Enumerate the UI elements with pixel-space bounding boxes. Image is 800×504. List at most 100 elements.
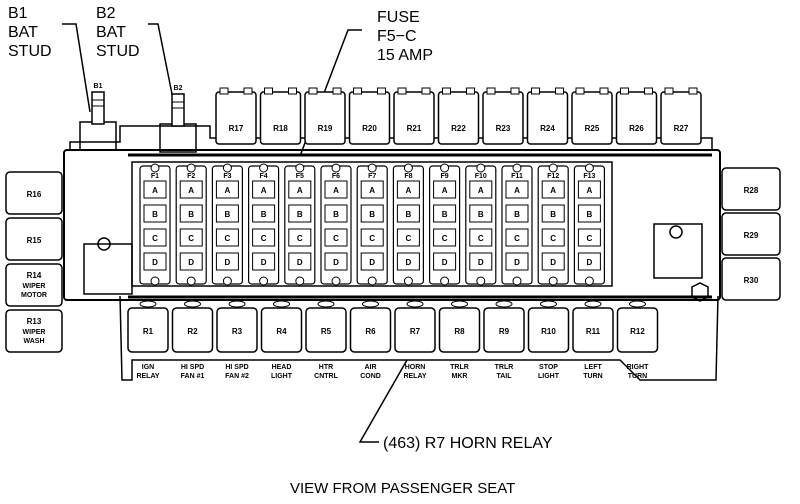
relay-body bbox=[616, 307, 659, 353]
relay-description: HORN bbox=[405, 364, 426, 371]
bottom-relay: R8 TRLR MKR bbox=[438, 300, 481, 380]
fuse-bottom-terminal bbox=[440, 276, 450, 286]
b1-callout-line: STUD bbox=[8, 43, 52, 60]
relay-description: TURN bbox=[583, 373, 602, 380]
b2-stud-callout: B2 BAT STUD bbox=[96, 4, 140, 61]
fuse-slot-label: D bbox=[514, 258, 520, 267]
fuse-top-terminal bbox=[222, 163, 232, 173]
relay-label: R25 bbox=[585, 124, 600, 133]
relay-label: R29 bbox=[744, 231, 759, 240]
relay-description: TRLR bbox=[450, 364, 469, 371]
fuse-slot-label: C bbox=[261, 234, 267, 243]
fuse-slot bbox=[396, 228, 420, 247]
fuse-label: F10 bbox=[475, 173, 487, 180]
fuse-slot bbox=[396, 252, 420, 271]
fuse-slot bbox=[324, 204, 348, 223]
fuse-top-terminal bbox=[548, 163, 558, 173]
relay-label: R3 bbox=[232, 327, 243, 336]
fuse-slot-label: B bbox=[442, 210, 448, 219]
relay-tab bbox=[377, 87, 386, 95]
b1-leader-line bbox=[62, 23, 91, 113]
relay-label: R2 bbox=[187, 327, 198, 336]
relay-body bbox=[526, 91, 569, 145]
fuse-slot-label: A bbox=[188, 186, 194, 195]
bottom-relay: R10 STOP LIGHT bbox=[527, 300, 570, 380]
relay-tab bbox=[308, 87, 318, 95]
fuse-slot bbox=[215, 204, 239, 223]
fuse-slot-label: D bbox=[261, 258, 267, 267]
fuse-slot bbox=[360, 228, 384, 247]
top-relay: R23 bbox=[482, 87, 524, 145]
relay-tab bbox=[599, 87, 609, 95]
bottom-relay: R7 HORN RELAY bbox=[394, 300, 436, 380]
fuse-callout-line: F5−C bbox=[377, 28, 417, 45]
b2-stud-base bbox=[159, 123, 197, 153]
fuse-slot bbox=[179, 228, 203, 247]
fuse-slot bbox=[541, 204, 565, 223]
fuse-slot bbox=[360, 204, 384, 223]
fuse-slot-label: C bbox=[297, 234, 303, 243]
fuse-slot-label: B bbox=[261, 210, 267, 219]
relay-tab bbox=[397, 87, 407, 95]
fuse-slot-label: B bbox=[297, 210, 303, 219]
fuse-slot-label: B bbox=[152, 210, 158, 219]
fuse-slot-label: D bbox=[587, 258, 593, 267]
view-caption: VIEW FROM PASSENGER SEAT bbox=[290, 480, 516, 497]
fuse-slot-label: A bbox=[225, 186, 231, 195]
relay-body bbox=[215, 91, 257, 145]
relay-tab bbox=[288, 87, 297, 95]
relay-body bbox=[348, 91, 391, 145]
fuse-column: F8 A B C D bbox=[392, 163, 424, 286]
fuse-label: F5 bbox=[296, 173, 304, 180]
fuse-slot bbox=[469, 228, 493, 247]
relay-label: R28 bbox=[744, 186, 759, 195]
bottom-relay: R5 HTR CNTRL bbox=[305, 300, 347, 380]
relay-connector bbox=[406, 300, 424, 308]
relay-description: HI SPD bbox=[181, 364, 204, 371]
relay-tab bbox=[243, 87, 253, 95]
fuse-slot bbox=[433, 252, 457, 271]
fuse-slot bbox=[215, 180, 239, 199]
fuse-slot bbox=[541, 180, 565, 199]
relay-description: LIGHT bbox=[538, 373, 560, 380]
fuse-bottom-terminal bbox=[222, 276, 232, 286]
right-relay: R30 bbox=[721, 257, 781, 301]
fuse-column: F3 A B C D bbox=[211, 163, 243, 286]
fuse-grid: F1 A B C D F2 A B C D F3 A B C D F4 A B C D F5 A B C D F6 A B C D F7 A B… bbox=[139, 163, 606, 286]
fuse-column: F13 A B C D bbox=[573, 163, 606, 286]
relay-label: R5 bbox=[321, 327, 332, 336]
bottom-relay: R4 HEAD LIGHT bbox=[260, 300, 303, 380]
relay-label: R1 bbox=[143, 327, 154, 336]
b2-leader-line bbox=[148, 23, 177, 115]
fuse-slot-label: A bbox=[333, 186, 339, 195]
fuse-label: F1 bbox=[151, 173, 159, 180]
fuse-slot-label: C bbox=[152, 234, 158, 243]
fuse-label: F6 bbox=[332, 173, 340, 180]
fuse-slot bbox=[252, 204, 276, 223]
relay-body bbox=[482, 91, 524, 145]
relay-body bbox=[5, 217, 63, 261]
fuse-top-terminal bbox=[512, 163, 522, 173]
fuse-slot-label: D bbox=[478, 258, 484, 267]
relay-label: R9 bbox=[499, 327, 510, 336]
fuse-slot-label: A bbox=[297, 186, 303, 195]
relay-label: R24 bbox=[540, 124, 555, 133]
relay-description: LEFT bbox=[584, 364, 602, 371]
fuse-slot-label: C bbox=[550, 234, 556, 243]
relay-label: R19 bbox=[318, 124, 333, 133]
top-relay: R25 bbox=[571, 87, 613, 145]
relay-body bbox=[438, 307, 481, 353]
right-relay: R29 bbox=[721, 212, 781, 256]
relay-label: R10 bbox=[541, 327, 556, 336]
fuse-slot-label: B bbox=[514, 210, 520, 219]
relay-tab bbox=[466, 87, 475, 95]
fuse-column: F12 A B C D bbox=[537, 163, 569, 286]
relay-tab bbox=[442, 87, 451, 95]
fuse-bottom-terminal bbox=[476, 276, 486, 286]
relay-body bbox=[721, 257, 781, 301]
relay-tab bbox=[510, 87, 520, 95]
relay-description: MKR bbox=[452, 373, 468, 380]
bottom-relay: R9 TRLR TAIL bbox=[483, 300, 525, 380]
fuse-slot-label: C bbox=[369, 234, 375, 243]
relay-description: AIR bbox=[364, 364, 376, 371]
